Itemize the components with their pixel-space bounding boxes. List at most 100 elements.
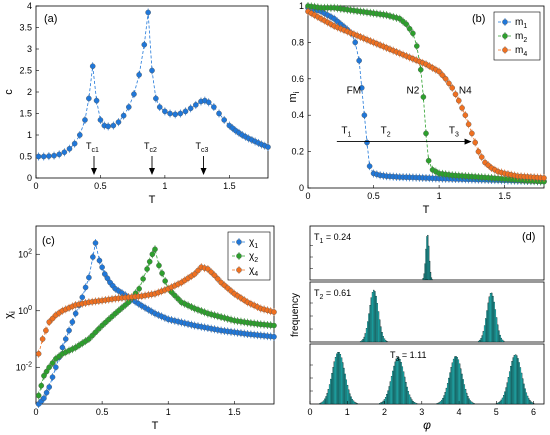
histogram-bar	[395, 358, 398, 405]
data-point	[152, 246, 158, 253]
histogram-bar	[422, 278, 424, 281]
data-point	[49, 360, 56, 366]
histogram-bar	[506, 382, 508, 405]
x-tick-label: 1.5	[223, 181, 236, 191]
data-point	[77, 132, 83, 138]
arrow-t-label: T2	[381, 126, 391, 139]
data-point	[442, 76, 449, 82]
y-tick-label: 3	[27, 44, 32, 54]
histogram-bar	[518, 362, 520, 405]
histogram-bar	[338, 352, 340, 405]
y-tick-label: 0.8	[291, 37, 304, 47]
panel-d-xlabel: φ	[423, 418, 431, 432]
histogram-bar	[485, 318, 487, 343]
legend-marker	[236, 239, 242, 245]
histogram-bar	[382, 400, 384, 405]
histogram-bar	[327, 389, 330, 405]
data-point	[66, 145, 73, 152]
histogram-bar	[441, 399, 443, 405]
histogram-bar	[449, 372, 451, 405]
legend-box	[493, 11, 541, 61]
histogram-bar	[482, 331, 485, 343]
data-point	[93, 97, 100, 104]
data-point	[221, 117, 227, 123]
tc-annotation: Tc3	[196, 141, 209, 154]
data-point	[358, 85, 365, 91]
histogram-bar	[458, 363, 461, 405]
temperature-label: T2 = 0.61	[314, 288, 351, 301]
y-tick-label: 1.5	[19, 109, 32, 119]
y-tick-label: 3.5	[19, 23, 32, 33]
histogram-bar	[467, 396, 469, 405]
panel-d-label: (d)	[522, 231, 535, 243]
data-point	[149, 67, 155, 74]
histogram-bar	[374, 291, 376, 343]
data-point	[61, 149, 68, 155]
data-point	[414, 43, 420, 49]
panel-a-label: (a)	[44, 13, 57, 25]
arrow-t-label: T1	[341, 126, 351, 139]
data-point	[86, 274, 92, 281]
data-point	[40, 153, 47, 160]
histogram-bar	[336, 353, 338, 405]
histogram-bar	[473, 403, 475, 405]
data-point	[99, 264, 105, 271]
histogram-bar	[470, 401, 473, 405]
data-point	[39, 336, 46, 342]
histogram-bar	[452, 358, 455, 405]
histogram-bar	[414, 402, 417, 405]
histogram-bar	[495, 317, 498, 343]
histogram-bar	[325, 396, 327, 405]
histogram-bar	[424, 263, 426, 281]
data-point	[115, 119, 122, 125]
histogram-bar	[516, 355, 518, 405]
panel-a-xlabel: T	[149, 194, 156, 206]
histogram-bar	[499, 334, 501, 343]
data-point	[420, 94, 427, 100]
histogram-bar	[363, 336, 365, 343]
histogram-bar	[388, 386, 390, 405]
histogram-bar	[412, 400, 414, 405]
panel-b-label: (b)	[472, 13, 485, 25]
data-point	[59, 344, 66, 351]
histogram-bar	[355, 402, 357, 405]
data-point	[425, 157, 432, 164]
panel-a-ticks: 0 0.5 1 1.5 0 0.5 1 1.5 2 2.5 3 3.5 4	[19, 1, 235, 191]
data-point	[195, 267, 201, 274]
histogram-bar	[481, 335, 483, 343]
data-point	[361, 112, 368, 118]
data-point	[72, 310, 79, 317]
histogram-bar	[353, 401, 356, 405]
data-point	[110, 122, 117, 129]
histogram-bar	[326, 393, 328, 405]
histogram-bar	[365, 328, 368, 343]
data-point	[205, 99, 212, 106]
histogram-bar	[408, 394, 411, 405]
legend-marker	[502, 47, 508, 53]
data-point	[136, 72, 142, 78]
histogram-bar	[497, 402, 499, 405]
data-point	[35, 392, 42, 399]
histogram-bar	[524, 388, 526, 405]
histogram-bar	[379, 319, 381, 343]
panel-b-ylabel: mi	[287, 91, 301, 102]
histogram-bar	[386, 341, 388, 343]
data-point	[145, 9, 151, 16]
histogram-bar	[399, 359, 401, 405]
data-point	[265, 144, 271, 150]
histogram-bar	[505, 387, 507, 405]
histogram-bar	[375, 295, 377, 343]
data-point	[182, 108, 189, 115]
histogram-bar	[519, 367, 522, 405]
data-point	[211, 104, 217, 110]
data-point	[410, 30, 416, 37]
histogram-bar	[394, 361, 396, 405]
panel-c-ylabel: χi	[3, 311, 17, 319]
histogram-bar	[352, 400, 355, 405]
data-point	[41, 372, 47, 379]
data-point	[439, 72, 446, 78]
x-tick-label: 4	[457, 407, 462, 417]
histogram-bar	[469, 400, 471, 405]
histogram-bar	[400, 362, 402, 405]
